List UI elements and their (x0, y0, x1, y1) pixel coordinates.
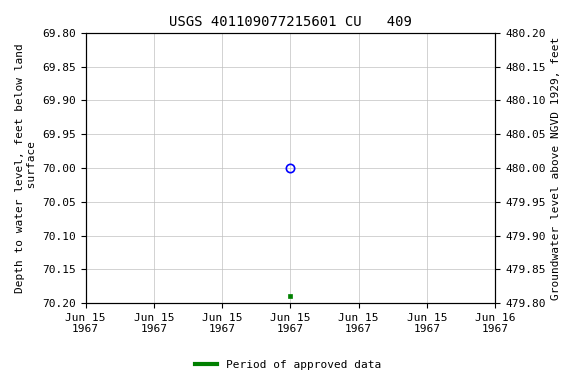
Y-axis label: Groundwater level above NGVD 1929, feet: Groundwater level above NGVD 1929, feet (551, 36, 561, 300)
Legend: Period of approved data: Period of approved data (191, 356, 385, 375)
Y-axis label: Depth to water level, feet below land
 surface: Depth to water level, feet below land su… (15, 43, 37, 293)
Title: USGS 401109077215601 CU   409: USGS 401109077215601 CU 409 (169, 15, 412, 29)
